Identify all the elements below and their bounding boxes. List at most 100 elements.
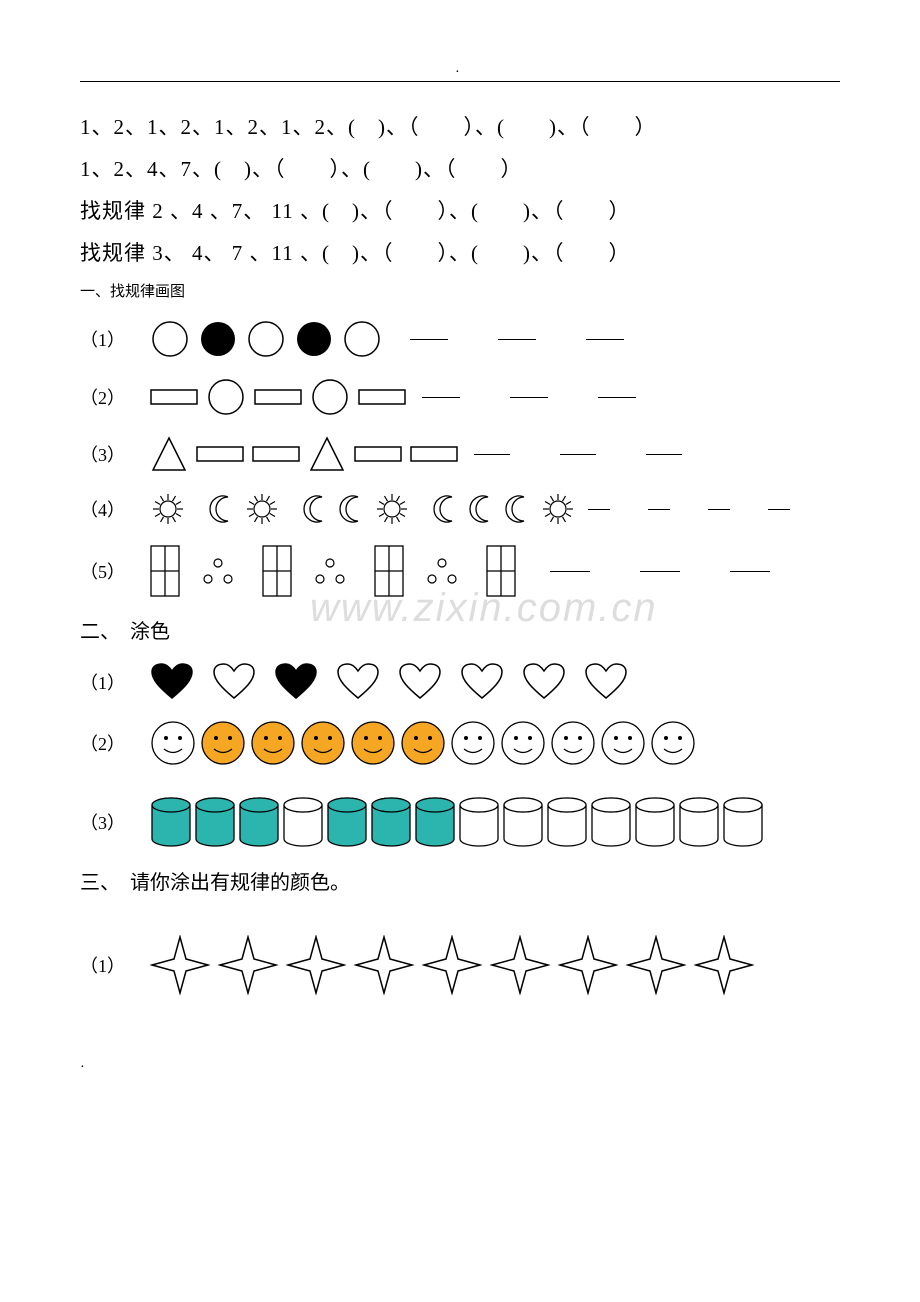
shape-container <box>150 319 632 359</box>
shape-icon <box>238 796 280 848</box>
shape-container <box>150 377 644 417</box>
shape-icon <box>150 935 210 995</box>
shape-icon <box>502 796 544 848</box>
pattern-row-1-5: （5） <box>80 545 840 597</box>
shape-container <box>150 935 754 995</box>
shape-icon <box>150 319 190 359</box>
shape-icon <box>370 796 412 848</box>
shape-icon <box>208 493 236 525</box>
shape-icon <box>212 662 256 702</box>
shape-icon <box>600 720 646 766</box>
sequence-2: 1、2、4、7、( )、（ ）、( )、（ ） <box>80 148 840 190</box>
sequence-3: 找规律 2 、4 、7、 11 、( )、（ ）、( )、（ ） <box>80 190 840 232</box>
shape-icon <box>546 796 588 848</box>
shape-icon <box>150 796 192 848</box>
shape-icon <box>200 720 246 766</box>
pattern-row-2-1: （1） <box>80 662 840 702</box>
shape-icon <box>458 796 500 848</box>
shape-icon <box>490 935 550 995</box>
sequence-1: 1、2、1、2、1、2、1、2、( )、（ ）、( )、（ ） <box>80 106 840 148</box>
shape-icon <box>206 377 246 417</box>
shape-container <box>150 720 696 766</box>
row-label: （1） <box>80 952 150 978</box>
shape-icon <box>354 446 402 462</box>
shape-icon <box>262 545 292 597</box>
shape-icon <box>150 545 180 597</box>
shape-icon <box>400 720 446 766</box>
row-label: （1） <box>80 669 150 695</box>
shape-container <box>150 435 690 473</box>
shape-icon <box>678 796 720 848</box>
shape-icon <box>282 796 324 848</box>
sequence-4: 找规律 3、 4、 7 、11 、( )、（ ）、( )、（ ） <box>80 232 840 274</box>
footer-dot: ． <box>80 1055 840 1070</box>
shape-icon <box>550 720 596 766</box>
shape-icon <box>414 796 456 848</box>
header-dot: ． <box>80 60 840 75</box>
pattern-row-1-1: （1） <box>80 319 840 359</box>
shape-icon <box>558 935 618 995</box>
shape-icon <box>522 662 566 702</box>
pattern-row-1-3: （3） <box>80 435 840 473</box>
pattern-row-2-3: （3） <box>80 796 840 848</box>
shape-icon <box>294 319 334 359</box>
shape-icon <box>398 662 442 702</box>
header-rule <box>80 81 840 82</box>
shape-icon <box>634 796 676 848</box>
shape-icon <box>626 935 686 995</box>
section-1-title: 一、找规律画图 <box>80 280 840 301</box>
shape-icon <box>312 553 348 589</box>
shape-icon <box>650 720 696 766</box>
shape-icon <box>286 935 346 995</box>
shape-icon <box>326 796 368 848</box>
shape-icon <box>486 545 516 597</box>
shape-icon <box>302 493 330 525</box>
shape-icon <box>310 377 350 417</box>
shape-container <box>150 662 628 702</box>
shape-icon <box>274 662 318 702</box>
shape-icon <box>254 389 302 405</box>
shape-icon <box>358 389 406 405</box>
shape-icon <box>540 491 576 527</box>
section-2-title: 二、 涂色 <box>80 615 840 644</box>
shape-icon <box>374 491 410 527</box>
section-3-title: 三、 请你涂出有规律的颜色。 <box>80 866 840 895</box>
pattern-row-1-4: （4） <box>80 491 840 527</box>
shape-icon <box>300 720 346 766</box>
row-label: （3） <box>80 809 150 835</box>
shape-icon <box>410 446 458 462</box>
shape-icon <box>250 720 296 766</box>
shape-icon <box>374 545 404 597</box>
shape-icon <box>198 319 238 359</box>
shape-icon <box>252 446 300 462</box>
shape-icon <box>338 493 366 525</box>
shape-icon <box>194 796 236 848</box>
shape-icon <box>308 435 346 473</box>
pattern-row-1-2: （2） <box>80 377 840 417</box>
shape-icon <box>150 435 188 473</box>
shape-icon <box>244 491 280 527</box>
pattern-row-3-1: （1） <box>80 935 840 995</box>
shape-icon <box>218 935 278 995</box>
shape-icon <box>200 553 236 589</box>
shape-icon <box>246 319 286 359</box>
shape-icon <box>150 491 186 527</box>
shape-icon <box>504 493 532 525</box>
row-label: （2） <box>80 730 150 756</box>
row-label: （4） <box>80 496 150 522</box>
shape-icon <box>196 446 244 462</box>
shape-icon <box>342 319 382 359</box>
shape-icon <box>468 493 496 525</box>
shape-icon <box>432 493 460 525</box>
shape-icon <box>150 389 198 405</box>
row-label: （3） <box>80 441 150 467</box>
shape-icon <box>150 662 194 702</box>
shape-icon <box>722 796 764 848</box>
pattern-row-2-2: （2） <box>80 720 840 766</box>
shape-container <box>150 796 764 848</box>
shape-container <box>150 491 794 527</box>
shape-icon <box>584 662 628 702</box>
shape-icon <box>422 935 482 995</box>
shape-icon <box>336 662 380 702</box>
shape-icon <box>150 720 196 766</box>
